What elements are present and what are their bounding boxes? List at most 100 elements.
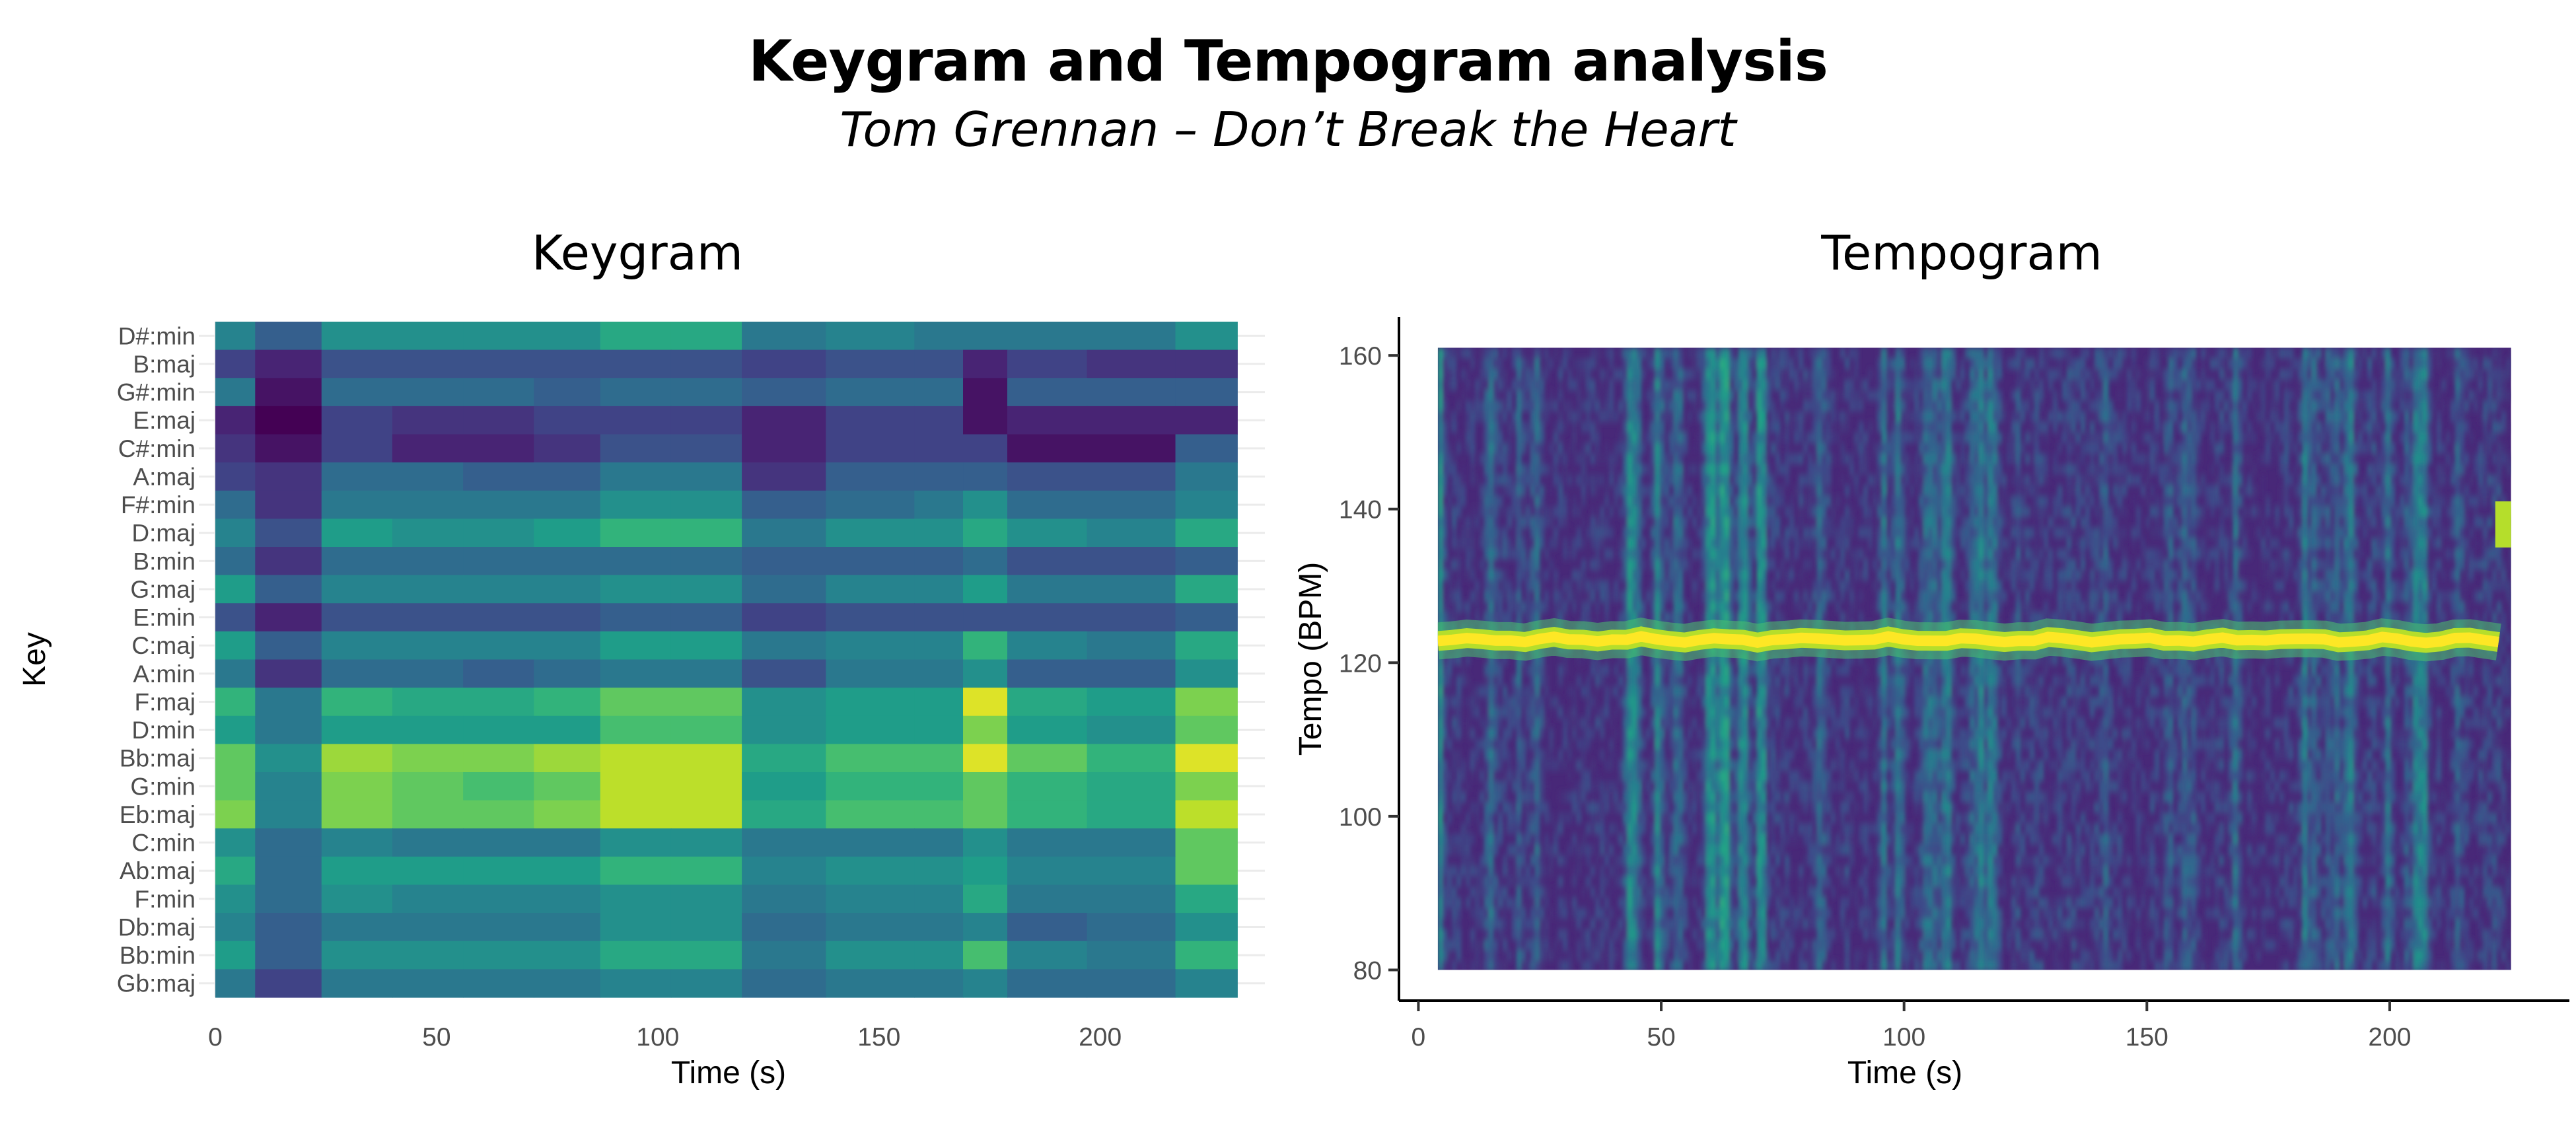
tempogram-cell bbox=[1729, 855, 1735, 867]
tempogram-cell bbox=[1687, 622, 1693, 634]
tempogram-cell bbox=[1687, 559, 1693, 571]
tempogram-cell bbox=[1507, 432, 1513, 444]
tempogram-cell bbox=[1479, 823, 1485, 835]
tempogram-cell bbox=[1705, 781, 1711, 793]
keygram-cell bbox=[742, 800, 826, 829]
tempogram-cell bbox=[1668, 347, 1674, 359]
tempogram-cell bbox=[1474, 379, 1480, 391]
tempogram-cell bbox=[1470, 527, 1476, 539]
tempogram-cell bbox=[1812, 464, 1818, 476]
tempogram-cell bbox=[1729, 369, 1735, 380]
tempogram-cell bbox=[1493, 696, 1499, 708]
tempogram-cell bbox=[1807, 517, 1813, 528]
tempogram-cell bbox=[1692, 749, 1698, 761]
tempogram-cell bbox=[1844, 453, 1850, 465]
tempogram-cell bbox=[1636, 612, 1642, 624]
tempogram-cell bbox=[1821, 580, 1827, 592]
tempogram-cell bbox=[1585, 527, 1591, 539]
tempogram-cell bbox=[1557, 601, 1563, 613]
tempogram-cell bbox=[1599, 791, 1605, 803]
tempogram-cell bbox=[1641, 432, 1647, 444]
tempogram-cell bbox=[1456, 485, 1462, 497]
keygram-cell bbox=[463, 322, 534, 351]
tempogram-cell bbox=[1525, 590, 1531, 602]
tempogram-cell bbox=[1752, 548, 1758, 560]
tempogram-cell bbox=[1844, 865, 1850, 877]
tempogram-cell bbox=[1497, 548, 1503, 560]
tempogram-cell bbox=[1557, 643, 1563, 655]
tempogram-cell bbox=[1715, 770, 1721, 782]
tempogram-cell bbox=[1534, 781, 1540, 793]
keygram-cell bbox=[1175, 772, 1238, 801]
tempogram-cell bbox=[1576, 654, 1582, 666]
keygram-cell bbox=[963, 547, 1008, 576]
tempogram-cell bbox=[1742, 770, 1748, 782]
tempogram-cell bbox=[1618, 897, 1624, 909]
tempogram-cell bbox=[1650, 749, 1656, 761]
tempogram-cell bbox=[1752, 802, 1758, 814]
tempogram-cell bbox=[1576, 506, 1582, 518]
tempogram-cell bbox=[1853, 886, 1859, 898]
tempogram-cell bbox=[1784, 464, 1790, 476]
tempogram-cell bbox=[1830, 590, 1836, 602]
tempogram-cell bbox=[1488, 643, 1494, 655]
keygram-cell bbox=[392, 406, 464, 435]
tempogram-cell bbox=[1493, 622, 1499, 634]
tempogram-cell bbox=[1544, 686, 1550, 697]
tempogram-texture bbox=[1437, 347, 2511, 970]
tempogram-cell bbox=[1877, 834, 1882, 845]
tempogram-cell bbox=[1710, 738, 1716, 750]
tempogram-cell bbox=[1650, 738, 1656, 750]
tempogram-cell bbox=[1863, 823, 1869, 835]
tempogram-cell bbox=[1673, 390, 1679, 402]
tempogram-cell bbox=[1904, 601, 1910, 613]
tempogram-cell bbox=[1655, 474, 1661, 486]
tempogram-cell bbox=[1636, 791, 1642, 803]
tempogram-cell bbox=[1877, 527, 1882, 539]
tempogram-cell bbox=[1826, 358, 1832, 370]
tempogram-cell bbox=[1645, 897, 1651, 909]
tempogram-cell bbox=[1618, 548, 1624, 560]
tempogram-cell bbox=[1747, 432, 1753, 444]
tempogram-cell bbox=[1900, 569, 1906, 581]
tempogram-cell bbox=[1594, 474, 1600, 486]
tempogram-cell bbox=[1867, 390, 1873, 402]
tempogram-cell bbox=[1668, 633, 1674, 645]
tempogram-cell bbox=[1904, 527, 1910, 539]
tempogram-cell bbox=[1710, 717, 1716, 729]
tempogram-cell bbox=[1793, 897, 1799, 909]
tempogram-cell bbox=[1775, 707, 1781, 719]
tempogram-cell bbox=[1821, 400, 1827, 412]
tempogram-cell bbox=[1867, 950, 1873, 962]
tempogram-cell bbox=[1881, 590, 1887, 602]
tempogram-cell bbox=[1909, 897, 1915, 909]
tempogram-cell bbox=[1715, 918, 1721, 930]
tempogram-cell bbox=[1742, 474, 1748, 486]
tempogram-cell bbox=[1849, 633, 1855, 645]
tempogram-cell bbox=[1562, 960, 1568, 970]
tempogram-cell bbox=[1618, 675, 1624, 687]
tempogram-cell bbox=[1451, 908, 1457, 919]
keygram-cell bbox=[392, 772, 464, 801]
tempogram-cell bbox=[1835, 960, 1841, 970]
tempogram-cell bbox=[1738, 622, 1744, 634]
tempogram-cell bbox=[1890, 960, 1896, 970]
tempogram-cell bbox=[1742, 527, 1748, 539]
tempogram-cell bbox=[1465, 527, 1471, 539]
tempogram-cell bbox=[1493, 728, 1499, 740]
tempogram-cell bbox=[1664, 886, 1670, 898]
tempogram-cell bbox=[1655, 686, 1661, 697]
tempogram-cell bbox=[1710, 559, 1716, 571]
tempogram-cell bbox=[1650, 612, 1656, 624]
tempogram-cell bbox=[1710, 432, 1716, 444]
tempogram-cell bbox=[1849, 760, 1855, 771]
tempogram-cell bbox=[1840, 696, 1845, 708]
tempogram-cell bbox=[1650, 770, 1656, 782]
tempogram-cell bbox=[1442, 886, 1448, 898]
keygram-cell bbox=[534, 518, 601, 548]
tempogram-cell bbox=[1724, 929, 1730, 941]
tempogram-cell bbox=[1650, 495, 1656, 507]
keygram-cell bbox=[534, 744, 601, 773]
tempogram-cell bbox=[1516, 802, 1522, 814]
tempogram-cell bbox=[1766, 960, 1771, 970]
